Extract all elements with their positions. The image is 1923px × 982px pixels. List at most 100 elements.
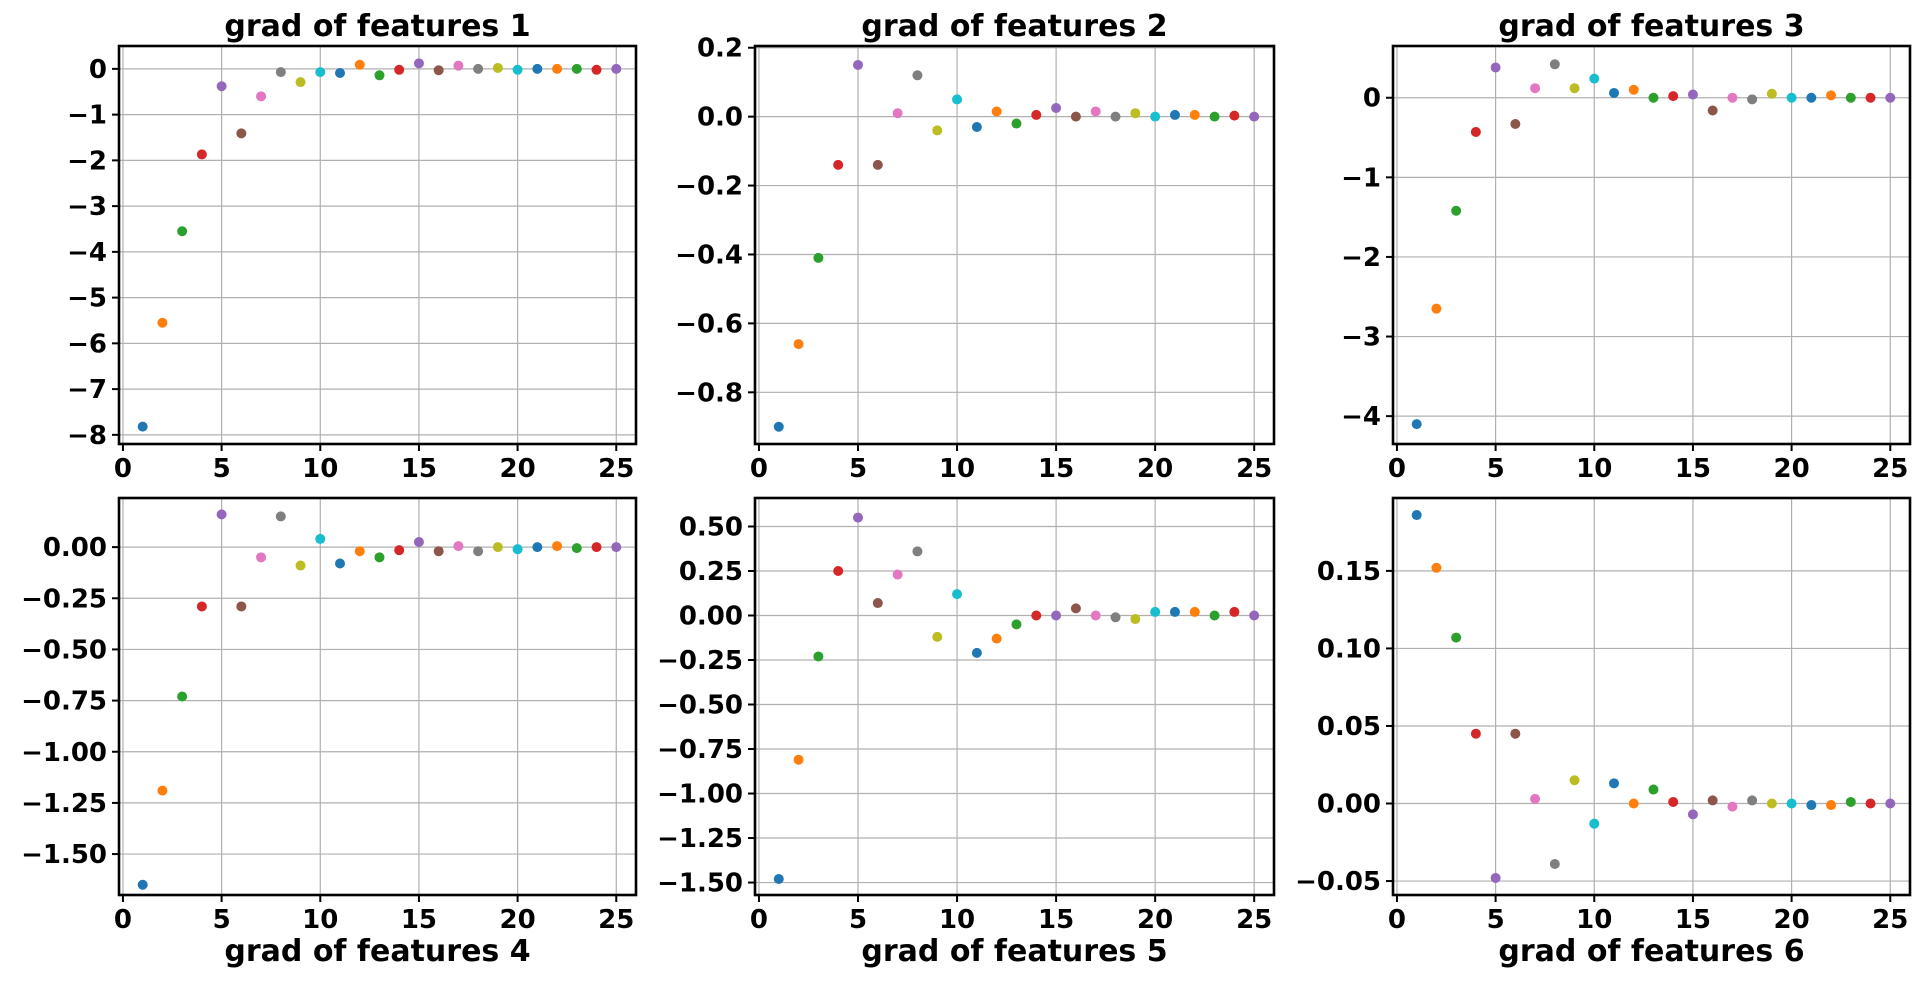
y-tick-label: −0.8 — [675, 378, 743, 408]
subplot-xlabel: grad of features 4 — [224, 934, 530, 969]
x-tick-label: 15 — [1038, 905, 1074, 935]
y-tick-label: 0.0 — [697, 103, 743, 133]
data-point — [177, 226, 188, 237]
data-point — [1609, 87, 1620, 98]
data-point — [892, 569, 903, 580]
data-point — [1766, 88, 1777, 99]
y-tick-label: −0.05 — [1295, 867, 1381, 897]
data-point — [1249, 111, 1260, 122]
data-point — [453, 60, 464, 71]
data-point — [1169, 109, 1180, 120]
data-point — [1209, 610, 1220, 621]
data-point — [216, 81, 227, 92]
y-tick-label: −1.50 — [21, 840, 107, 870]
data-point — [512, 64, 523, 75]
data-point — [932, 631, 943, 642]
data-point — [611, 63, 622, 74]
axes-frame — [753, 44, 1276, 446]
data-point — [1747, 795, 1758, 806]
x-tick-label: 25 — [1236, 454, 1272, 484]
data-point — [591, 542, 602, 553]
x-tick-label: 10 — [302, 905, 338, 935]
data-points — [137, 58, 622, 432]
data-point — [295, 560, 306, 571]
x-tick-label: 15 — [401, 905, 437, 935]
data-point — [872, 159, 883, 170]
x-tick-label: 0 — [1388, 905, 1406, 935]
data-point — [1229, 606, 1240, 617]
y-tick-label: 0.05 — [1317, 712, 1381, 742]
axis-ticks: 0 5 10 15 20 25 0.00 −0.25 −0.50 −0.75 −1.00 −1.25 −… — [21, 533, 634, 935]
data-point — [137, 879, 148, 890]
data-point — [1510, 119, 1521, 130]
data-point — [1826, 800, 1837, 811]
data-point — [1865, 92, 1876, 103]
data-point — [1130, 614, 1141, 625]
data-point — [177, 691, 188, 702]
x-tick-label: 20 — [1774, 454, 1810, 484]
x-tick-label: 10 — [302, 454, 338, 484]
y-tick-label: −0.75 — [21, 687, 107, 717]
data-point — [315, 67, 326, 78]
data-points — [137, 509, 622, 890]
data-point — [1150, 111, 1161, 122]
data-point — [1249, 610, 1260, 621]
x-tick-label: 15 — [1675, 905, 1711, 935]
data-point — [295, 77, 306, 88]
x-tick-label: 25 — [1872, 905, 1908, 935]
data-point — [1189, 109, 1200, 120]
y-tick-label: 0.00 — [43, 533, 107, 563]
data-point — [196, 149, 207, 160]
x-tick-label: 0 — [114, 454, 132, 484]
data-point — [433, 546, 444, 557]
data-point — [571, 63, 582, 74]
axis-ticks: 0 5 10 15 20 25 0.2 0.0 −0.2 −0.4 −0.6 −0.8 — [675, 34, 1272, 484]
axis-ticks: 0 5 10 15 20 25 0 −1 −2 −3 −4 −5 −6 −7 −8 — [67, 55, 634, 484]
data-point — [1609, 778, 1620, 789]
data-point — [1051, 610, 1062, 621]
data-point — [872, 598, 883, 609]
x-tick-label: 0 — [1388, 454, 1406, 484]
data-point — [374, 552, 385, 563]
data-point — [1549, 858, 1560, 869]
y-tick-label: −0.6 — [675, 309, 743, 339]
data-point — [492, 542, 503, 553]
x-tick-label: 25 — [598, 905, 634, 935]
data-point — [1668, 796, 1679, 807]
data-point — [1589, 818, 1600, 829]
grid-lines — [755, 498, 1274, 895]
data-points — [773, 59, 1260, 432]
x-tick-label: 10 — [1576, 454, 1612, 484]
y-tick-label: 0.2 — [697, 34, 743, 64]
data-point — [552, 541, 563, 552]
x-tick-label: 10 — [939, 905, 975, 935]
data-point — [532, 542, 543, 553]
data-point — [892, 108, 903, 119]
data-point — [1051, 103, 1062, 114]
data-point — [1628, 84, 1639, 95]
subplot-2: 0 5 10 15 20 25 0.2 0.0 −0.2 −0.4 −0.6 −0.8 grad of… — [675, 9, 1276, 484]
data-point — [1070, 603, 1081, 614]
data-point — [1470, 126, 1481, 137]
data-point — [1431, 562, 1442, 573]
data-point — [1031, 109, 1042, 120]
data-point — [1431, 303, 1442, 314]
grid-lines — [755, 46, 1274, 444]
x-tick-label: 20 — [500, 905, 536, 935]
axis-ticks: 0 5 10 15 20 25 0.15 0.10 0.05 0.00 −0.05 — [1295, 557, 1908, 935]
data-point — [1648, 784, 1659, 795]
data-point — [1845, 92, 1856, 103]
data-point — [1411, 419, 1422, 430]
data-point — [137, 421, 148, 432]
data-point — [1766, 798, 1777, 809]
data-point — [275, 67, 286, 78]
data-point — [991, 633, 1002, 644]
x-tick-label: 15 — [401, 454, 437, 484]
x-tick-label: 0 — [114, 905, 132, 935]
y-tick-label: −8 — [67, 421, 107, 451]
x-tick-label: 25 — [1872, 454, 1908, 484]
data-point — [793, 754, 804, 765]
subplot-title: grad of features 1 — [224, 9, 530, 44]
data-point — [853, 512, 864, 523]
